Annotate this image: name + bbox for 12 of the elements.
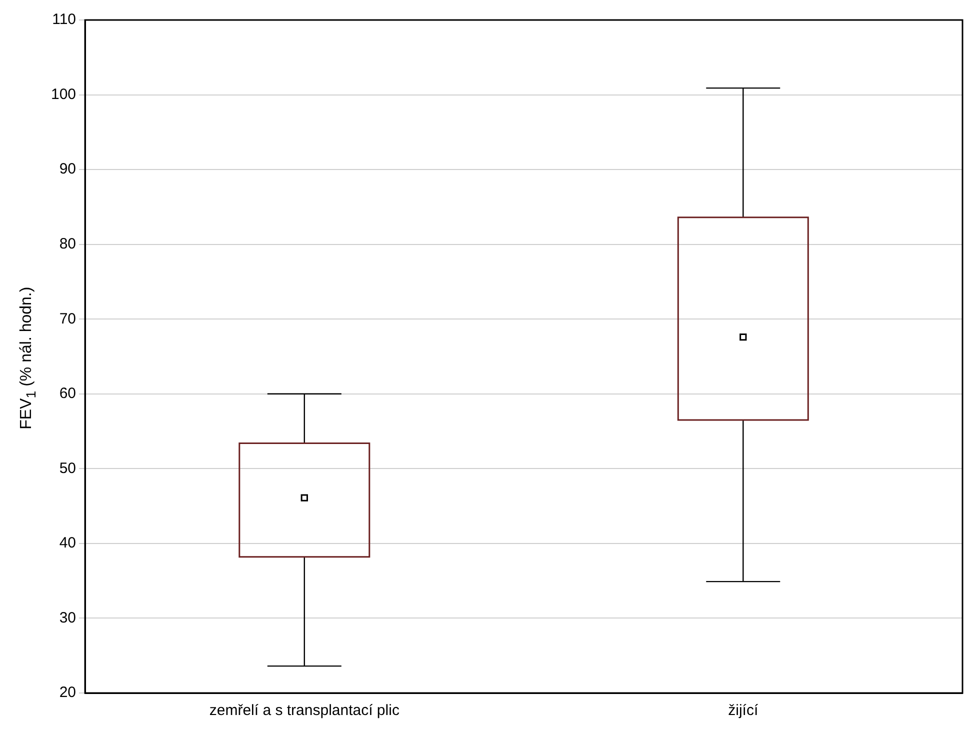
y-tick-label: 70: [59, 310, 76, 328]
y-tick-label: 50: [59, 460, 76, 477]
y-tick-label: 110: [52, 11, 76, 28]
y-tick-label: 80: [59, 235, 76, 252]
x-tick-label: zemřelí a s transplantací plic: [209, 702, 400, 720]
y-tick-label: 90: [59, 160, 76, 178]
y-tick-label: 30: [59, 609, 76, 626]
y-tick-label: 40: [59, 534, 76, 552]
y-tick-label: 20: [59, 684, 76, 702]
x-tick-label: žijící: [728, 702, 759, 720]
y-tick-label: 100: [50, 86, 76, 103]
y-tick-label: 60: [59, 385, 76, 402]
